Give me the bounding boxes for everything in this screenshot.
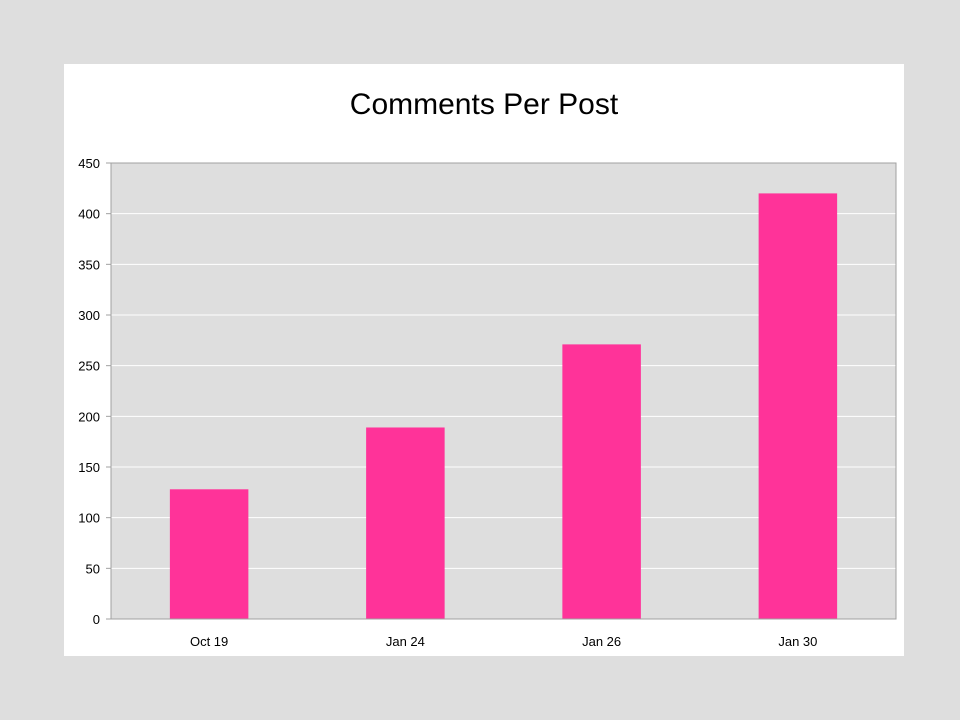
axes [110,162,897,620]
chart-card: Comments Per Post 0 50 100 150 200 250 300 350 4… [64,64,904,656]
x-tick-label: Jan 24 [386,634,425,649]
bar-jan-26 [562,344,641,619]
x-tick-label: Jan 30 [778,634,817,649]
bar-chart: Comments Per Post 0 50 100 150 200 250 300 350 4… [78,88,897,649]
y-tick-label: 100 [78,511,100,526]
bar-jan-30 [758,193,838,619]
bars [169,193,838,619]
x-tick-label: Oct 19 [190,634,228,649]
y-tick-label: 400 [78,207,100,222]
bar-jan-24 [366,427,445,619]
y-tick-label: 350 [78,257,100,272]
bar-oct-19 [169,489,249,619]
y-tick-labels: 0 50 100 150 200 250 300 350 400 450 [78,156,111,627]
y-tick-label: 450 [78,156,100,171]
y-tick-label: 300 [78,308,100,323]
y-tick-label: 150 [78,460,100,475]
x-tick-label: Jan 26 [582,634,621,649]
y-tick-label: 250 [78,359,100,374]
y-tick-label: 50 [86,561,100,576]
y-tick-label: 0 [93,612,100,627]
chart-title: Comments Per Post [350,88,619,121]
y-tick-label: 200 [78,409,100,424]
x-tick-labels: Oct 19 Jan 24 Jan 26 Jan 30 [190,634,817,649]
plot-border [110,162,897,620]
